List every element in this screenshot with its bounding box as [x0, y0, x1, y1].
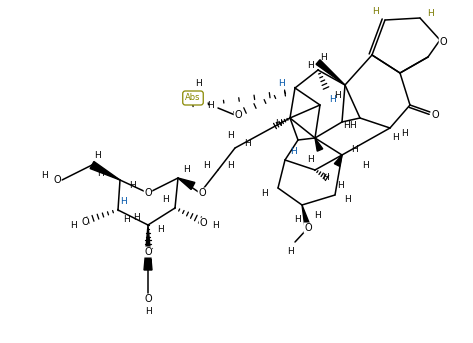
Text: H: H	[349, 121, 355, 130]
Text: H: H	[183, 166, 189, 175]
Text: H: H	[129, 180, 135, 189]
Text: H: H	[120, 198, 126, 206]
Polygon shape	[302, 205, 311, 229]
Text: H: H	[289, 147, 297, 156]
Text: H: H	[275, 118, 281, 128]
Text: H: H	[207, 100, 213, 109]
Text: H: H	[307, 61, 314, 71]
Polygon shape	[316, 60, 345, 85]
Text: H: H	[123, 215, 130, 225]
Text: H: H	[211, 221, 219, 229]
Text: O: O	[53, 175, 61, 185]
Polygon shape	[334, 155, 342, 166]
Text: H: H	[227, 131, 233, 141]
Text: H: H	[320, 54, 326, 62]
Text: H: H	[322, 174, 328, 182]
Text: H: H	[278, 79, 284, 87]
Text: O: O	[81, 217, 89, 227]
Text: O: O	[439, 37, 447, 47]
Polygon shape	[178, 178, 195, 190]
Text: O: O	[144, 188, 152, 198]
Text: O: O	[431, 110, 439, 120]
Polygon shape	[144, 225, 152, 270]
Text: H: H	[392, 133, 398, 142]
Text: H: H	[427, 10, 433, 19]
Text: O: O	[234, 110, 242, 120]
Text: O: O	[304, 223, 312, 233]
Text: H: H	[401, 129, 407, 138]
Text: H: H	[194, 80, 201, 88]
Text: H: H	[94, 151, 100, 159]
Text: Abs: Abs	[185, 94, 201, 103]
Text: H: H	[287, 248, 293, 257]
Text: H: H	[145, 260, 151, 269]
Text: H: H	[307, 155, 314, 165]
Text: H: H	[337, 180, 343, 189]
Text: H: H	[294, 214, 300, 224]
Text: H: H	[132, 213, 140, 222]
Polygon shape	[315, 138, 323, 151]
Text: H: H	[157, 225, 163, 235]
Text: H: H	[333, 91, 341, 99]
Text: H: H	[329, 95, 335, 105]
Text: H: H	[350, 145, 358, 154]
Text: H: H	[362, 162, 368, 170]
Text: H: H	[202, 161, 210, 169]
Text: H: H	[70, 221, 76, 229]
Text: H: H	[342, 121, 350, 130]
Text: H: H	[41, 170, 47, 179]
Text: H: H	[162, 196, 168, 204]
Text: H: H	[372, 8, 378, 16]
Text: H: H	[314, 211, 320, 220]
Text: O: O	[198, 188, 206, 198]
Text: H: H	[96, 168, 104, 177]
Text: O: O	[144, 294, 152, 304]
Text: H: H	[343, 196, 350, 204]
Text: O: O	[144, 247, 152, 257]
Polygon shape	[90, 162, 120, 180]
Text: H: H	[145, 307, 151, 316]
Text: H: H	[244, 139, 250, 147]
Text: H: H	[227, 161, 233, 169]
Text: H: H	[261, 189, 267, 198]
Text: O: O	[199, 218, 207, 228]
